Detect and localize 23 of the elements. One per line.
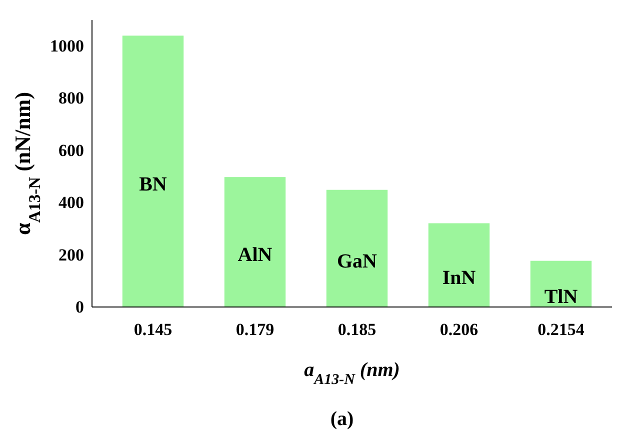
y-tick-label: 1000 [50, 36, 84, 56]
y-tick-label: 600 [58, 140, 84, 160]
y-tick-label: 200 [58, 245, 84, 264]
text: (a) [330, 408, 354, 430]
annotation: AlN [238, 244, 273, 266]
x-tick-label: 0.2154 [538, 320, 585, 340]
y-tick-label: 400 [58, 193, 84, 212]
y-tick-label: 0 [76, 297, 84, 316]
x-tick-label: 0.206 [440, 320, 478, 340]
annotation: TlN [544, 286, 578, 308]
annotation: BN [139, 173, 168, 196]
x-tick-label: 0.145 [134, 320, 172, 340]
annotation: GaN [337, 250, 378, 272]
bar [326, 190, 388, 307]
x-axis-title: a$_{A13-N}$ (nm) [304, 359, 400, 388]
bar [428, 223, 490, 307]
bar [224, 177, 286, 307]
bar [530, 260, 592, 307]
y-tick-label: 800 [58, 88, 84, 108]
x-tick-label: 0.185 [338, 320, 376, 340]
x-tick-label: 0.179 [236, 320, 274, 340]
bar [122, 36, 184, 307]
annotation: InN [442, 267, 476, 290]
